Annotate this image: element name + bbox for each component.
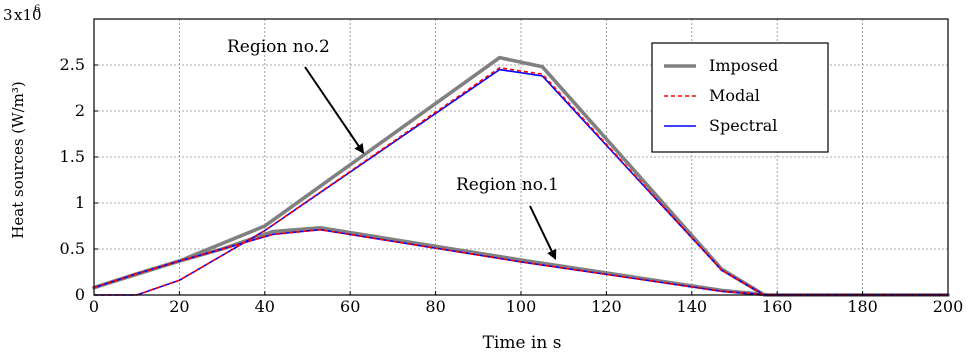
axis-ticks: 0 20 40 60 80 100 120 140 160 180 200 0 0.5 1 1.5 2 2.5 <box>60 18 964 316</box>
y-tick-label: 0.5 <box>60 239 85 258</box>
x-tick-label: 20 <box>169 297 189 316</box>
y-tick-label: 0 <box>75 285 85 304</box>
y-tick-label: 1 <box>75 193 85 212</box>
x-tick-label: 120 <box>591 297 622 316</box>
x-tick-label: 200 <box>933 297 964 316</box>
y-multiplier-exponent: 6 <box>34 4 40 15</box>
x-tick-label: 140 <box>677 297 708 316</box>
y-tick-label: 1.5 <box>60 147 85 166</box>
annotations: Region no.2 Region no.1 <box>227 37 559 261</box>
y-multiplier-base: 3 <box>3 6 13 24</box>
y-tick-label: 2 <box>75 101 85 120</box>
y-multiplier-label: x10 <box>14 6 42 24</box>
annotation-arrow <box>304 66 365 155</box>
legend-box <box>651 42 829 153</box>
x-tick-label: 100 <box>506 297 537 316</box>
legend-label-spectral: Spectral <box>709 116 777 135</box>
x-tick-label: 160 <box>762 297 793 316</box>
series-line-modal-region-no-1 <box>93 228 948 296</box>
series-line-modal-region-no-2 <box>94 66 948 296</box>
legend-label-imposed: Imposed <box>709 56 778 75</box>
x-tick-label: 60 <box>340 297 360 316</box>
legend: Imposed Modal Spectral <box>651 42 829 153</box>
y-tick-label: 2.5 <box>60 55 85 74</box>
x-axis-label: Time in s <box>483 333 562 352</box>
x-tick-label: 80 <box>425 297 445 316</box>
series-lines <box>92 55 950 297</box>
y-axis-label: Heat sources (W/m³) <box>9 81 27 238</box>
legend-label-modal: Modal <box>709 86 760 105</box>
x-tick-label: 0 <box>89 297 99 316</box>
annotation-label: Region no.1 <box>456 175 559 195</box>
annotation-label: Region no.2 <box>227 37 330 57</box>
x-tick-label: 40 <box>255 297 275 316</box>
annotation-arrow <box>529 205 557 261</box>
x-tick-label: 180 <box>847 297 878 316</box>
